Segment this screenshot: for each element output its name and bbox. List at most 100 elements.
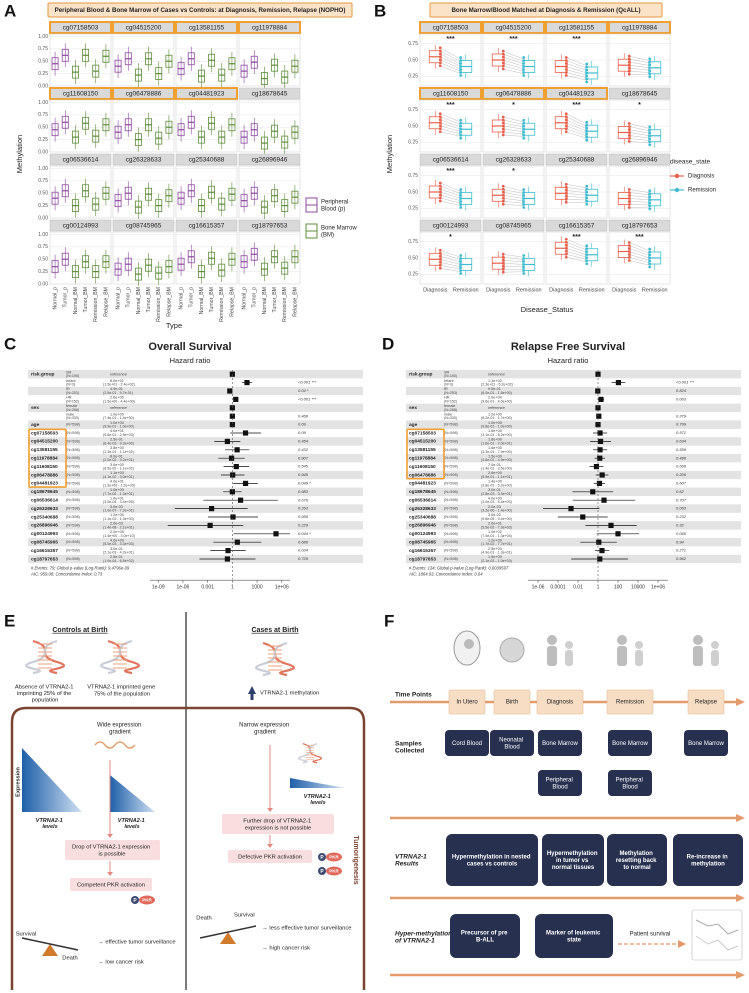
ci-label: (3.3e-01 - 7.9e+00) [481, 450, 512, 454]
point [564, 185, 568, 189]
x-axis-label: Type [166, 321, 182, 330]
point [585, 120, 589, 124]
result-label: Hypermethylation in tumor vs normal tiss… [547, 851, 599, 871]
ci-label: (1.4e-08 - 2.1e+01) [103, 525, 134, 529]
pair-line [629, 70, 650, 73]
level-label: IR [444, 387, 448, 391]
y-tick-label: 0.50 [38, 125, 48, 131]
row-label: VTRNA2-1 Results [395, 853, 429, 867]
point [522, 136, 526, 140]
estimate-label: 1.1e+00 [110, 471, 124, 475]
x-tick-label: 1 [231, 585, 234, 591]
point [648, 195, 652, 199]
x-tick-label: 1e+06 [275, 585, 289, 591]
facet-label: cg04515200 [496, 25, 532, 32]
n-label: (N=330) [66, 416, 79, 420]
arrow-head [678, 940, 686, 948]
sample-label: Bone Marrow [612, 741, 648, 747]
facet-panel [238, 231, 301, 285]
p-value: 0.571 [676, 430, 686, 435]
time-point-box [493, 689, 531, 715]
point [627, 140, 631, 143]
pair-line [440, 59, 461, 70]
point [627, 188, 631, 191]
point [501, 270, 505, 274]
point [522, 68, 526, 71]
point [501, 190, 505, 194]
point [501, 267, 505, 271]
variable-label: cg16615357 [409, 548, 436, 554]
pair-line [566, 63, 587, 71]
p-value: 0.206 [676, 472, 687, 477]
hr-marker [228, 455, 235, 461]
estimate-label: 2.5e-01 [110, 438, 123, 442]
facet-panel [112, 165, 175, 219]
pair-line [503, 56, 524, 65]
facet-strip [482, 219, 545, 232]
point [501, 261, 505, 265]
ci-label: (2.3e+01 - 5.2e+02) [481, 383, 513, 387]
facet-panel [175, 33, 238, 87]
facet-strip [608, 87, 671, 100]
point [522, 203, 526, 206]
p-value: 0.09 [298, 430, 307, 435]
p-value: 0.454 [298, 438, 309, 443]
point [501, 124, 505, 128]
hr-marker [615, 380, 622, 386]
point [585, 68, 589, 72]
variable-label: cg08745965 [409, 539, 436, 545]
ci-label: (1.1e-03 - 1.3e+03) [103, 517, 134, 521]
facet-label: cg06478886 [126, 91, 162, 98]
y-tick-label: 0.50 [408, 189, 418, 195]
y-tick-label: 0.25 [38, 71, 48, 77]
child-head [693, 635, 703, 645]
pair-line [566, 199, 587, 201]
p-value: 0.945 [298, 472, 309, 477]
ci-label: (2.5e-01 - 9.7e-01) [103, 391, 133, 395]
point [627, 125, 631, 128]
ci-label: (4.6e-01 - 4.9e+00) [481, 458, 512, 462]
point [522, 206, 526, 209]
pair-line [566, 72, 587, 79]
facet-strip [175, 87, 238, 100]
facet-label: cg04481923 [189, 91, 225, 98]
ci-label: (2.8e-03 - 3.3e+01) [481, 492, 512, 496]
row-band [28, 370, 363, 379]
variable-label: cg13581155 [31, 447, 58, 453]
x-tick-label: Normal_BM [136, 287, 142, 314]
point [501, 121, 505, 125]
n-label: (N=598) [66, 540, 81, 544]
x-tick-label: Normal_p [115, 287, 121, 310]
y-tick-label: 0.50 [408, 255, 418, 261]
point [585, 199, 589, 203]
x-tick-label: Normal_p [241, 287, 247, 310]
pair-line [566, 248, 587, 255]
pair-line [629, 251, 650, 259]
facet-strip [49, 21, 112, 34]
point [438, 257, 442, 261]
pair-line [566, 57, 587, 67]
point [564, 112, 568, 116]
y-tick-label: 0.75 [38, 46, 48, 52]
result-label: Methylation resetting back to normal [616, 851, 658, 871]
n-label: (N=598) [444, 498, 459, 502]
point [459, 260, 463, 263]
point [438, 52, 442, 56]
pair-line [629, 189, 650, 193]
row-label: Samples Collected [395, 740, 424, 754]
facet-strip [545, 153, 608, 166]
point [459, 56, 463, 59]
hr-marker [233, 396, 239, 402]
child-head [635, 641, 643, 649]
point [522, 118, 526, 122]
estimate-label: 1.4e+00 [488, 480, 502, 484]
pair-line [440, 53, 461, 65]
reference-label: reference [110, 405, 128, 410]
ci-label: (8.2e-01 - 1.7e+00) [481, 416, 512, 420]
pair-line [503, 116, 524, 123]
facet-label: cg16615357 [559, 223, 595, 230]
point [585, 135, 589, 139]
hr-marker [234, 539, 240, 545]
hr-marker [596, 413, 602, 419]
facet-label: cg06536614 [433, 157, 469, 164]
